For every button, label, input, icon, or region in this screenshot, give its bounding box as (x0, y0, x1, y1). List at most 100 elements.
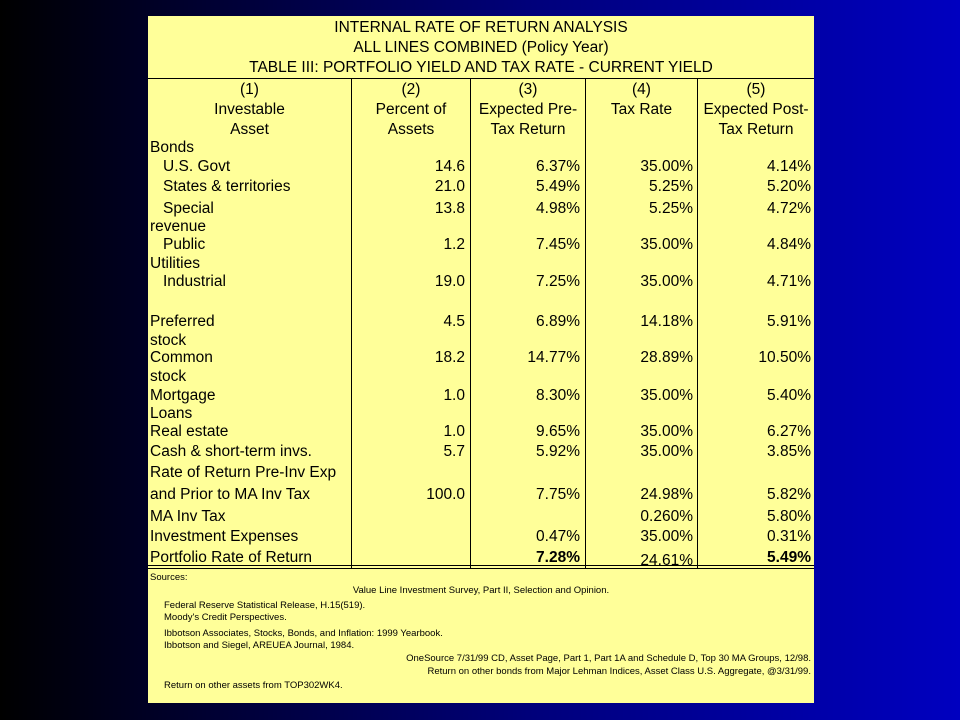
expected-post-tax-return: 5.91% (767, 313, 811, 330)
source-note: Ibbotson Associates, Stocks, Bonds, and … (164, 628, 443, 639)
column-header: Expected Post- (703, 101, 809, 118)
expected-post-tax-return: 5.82% (767, 486, 811, 503)
row-label: Mortgage (150, 387, 216, 404)
expected-pre-tax-return: 5.92% (536, 443, 580, 460)
expected-post-tax-return: 6.27% (767, 423, 811, 440)
expected-pre-tax-return: 0.47% (536, 528, 580, 545)
expected-pre-tax-return: 8.30% (536, 387, 580, 404)
percent-of-assets: 18.2 (434, 349, 465, 366)
column-divider (470, 78, 471, 568)
row-label: Rate of Return Pre-Inv Exp (150, 464, 337, 481)
column-header: Percent of (375, 101, 447, 118)
tax-rate: 24.98% (640, 486, 693, 503)
tax-rate: 28.89% (640, 349, 693, 366)
expected-post-tax-return: 4.84% (767, 236, 811, 253)
expected-post-tax-return: 5.40% (767, 387, 811, 404)
row-label: Public (163, 236, 206, 253)
expected-pre-tax-return: 7.25% (536, 273, 580, 290)
expected-post-tax-return: 4.71% (767, 273, 811, 290)
percent-of-assets: 1.2 (443, 236, 465, 253)
row-label: U.S. Govt (163, 158, 231, 175)
expected-pre-tax-return: 14.77% (527, 349, 580, 366)
source-note: Return on other bonds from Major Lehman … (427, 666, 811, 677)
row-label: Special (163, 200, 214, 217)
tax-rate: 35.00% (640, 443, 693, 460)
source-note: OneSource 7/31/99 CD, Asset Page, Part 1… (406, 653, 811, 664)
expected-post-tax-return: 10.50% (758, 349, 811, 366)
tax-rate: 24.61% (640, 552, 693, 569)
expected-pre-tax-return: 5.49% (536, 178, 580, 195)
column-divider (697, 78, 698, 568)
source-note: Federal Reserve Statistical Release, H.1… (164, 600, 366, 611)
row-label: and Prior to MA Inv Tax (150, 486, 310, 503)
row-label: Loans (150, 405, 193, 422)
column-header: Tax Rate (610, 101, 673, 118)
expected-post-tax-return: 4.14% (767, 158, 811, 175)
column-number: (1) (240, 81, 259, 98)
row-label: Industrial (163, 273, 226, 290)
row-label: Bonds (150, 139, 194, 156)
row-label: Cash & short-term invs. (150, 443, 312, 460)
column-header: Assets (387, 121, 435, 138)
table-title: INTERNAL RATE OF RETURN ANALYSIS (334, 19, 628, 36)
horizontal-rule (148, 565, 814, 566)
row-label: stock (150, 332, 187, 349)
column-header: Tax Return (490, 121, 566, 138)
column-header: Expected Pre- (478, 101, 578, 118)
row-label: stock (150, 368, 187, 385)
tax-rate: 35.00% (640, 236, 693, 253)
percent-of-assets: 21.0 (434, 178, 465, 195)
row-label: MA Inv Tax (150, 508, 226, 525)
percent-of-assets: 19.0 (434, 273, 465, 290)
column-header: Tax Return (718, 121, 794, 138)
column-header: Investable (214, 101, 285, 118)
column-divider (351, 78, 352, 568)
tax-rate: 35.00% (640, 273, 693, 290)
table-heading: TABLE III: PORTFOLIO YIELD AND TAX RATE … (249, 59, 713, 76)
expected-post-tax-return: 5.80% (767, 508, 811, 525)
row-label: Common (150, 349, 213, 366)
percent-of-assets: 1.0 (443, 387, 465, 404)
tax-rate: 5.25% (649, 200, 693, 217)
horizontal-rule (148, 78, 814, 79)
row-label: Preferred (150, 313, 215, 330)
percent-of-assets: 14.6 (434, 158, 465, 175)
tax-rate: 35.00% (640, 387, 693, 404)
horizontal-rule (148, 568, 814, 569)
column-divider (585, 78, 586, 568)
column-number: (3) (518, 81, 538, 98)
tax-rate: 0.260% (640, 508, 693, 525)
source-note: Ibbotson and Siegel, AREUEA Journal, 198… (164, 640, 355, 651)
column-header: Asset (230, 121, 269, 138)
percent-of-assets: 100.0 (426, 486, 465, 503)
expected-post-tax-return: 0.31% (767, 528, 811, 545)
spreadsheet-table: INTERNAL RATE OF RETURN ANALYSIS ALL LIN… (148, 16, 814, 703)
expected-pre-tax-return: 7.75% (536, 486, 580, 503)
row-label: Utilities (150, 255, 200, 272)
expected-pre-tax-return: 4.98% (536, 200, 580, 217)
expected-post-tax-return: 3.85% (767, 443, 811, 460)
percent-of-assets: 1.0 (443, 423, 465, 440)
expected-post-tax-return: 5.20% (767, 178, 811, 195)
source-note: Moody's Credit Perspectives. (164, 612, 287, 623)
row-label: Real estate (150, 423, 229, 440)
tax-rate: 14.18% (640, 313, 693, 330)
expected-pre-tax-return: 7.28% (536, 549, 580, 566)
tax-rate: 35.00% (640, 423, 693, 440)
row-label: Investment Expenses (150, 528, 299, 545)
row-label: Portfolio Rate of Return (150, 549, 312, 566)
row-label: States & territories (163, 178, 291, 195)
source-note: Sources: (150, 572, 188, 583)
tax-rate: 35.00% (640, 528, 693, 545)
column-number: (4) (632, 81, 651, 98)
expected-post-tax-return: 5.49% (767, 549, 811, 566)
tax-rate: 35.00% (640, 158, 693, 175)
expected-pre-tax-return: 6.89% (536, 313, 580, 330)
expected-pre-tax-return: 6.37% (536, 158, 580, 175)
table-subtitle: ALL LINES COMBINED (Policy Year) (353, 39, 609, 56)
percent-of-assets: 4.5 (443, 313, 465, 330)
source-note: Return on other assets from TOP302WK4. (164, 680, 343, 691)
row-label: revenue (150, 218, 207, 235)
percent-of-assets: 5.7 (443, 443, 465, 460)
percent-of-assets: 13.8 (434, 200, 465, 217)
